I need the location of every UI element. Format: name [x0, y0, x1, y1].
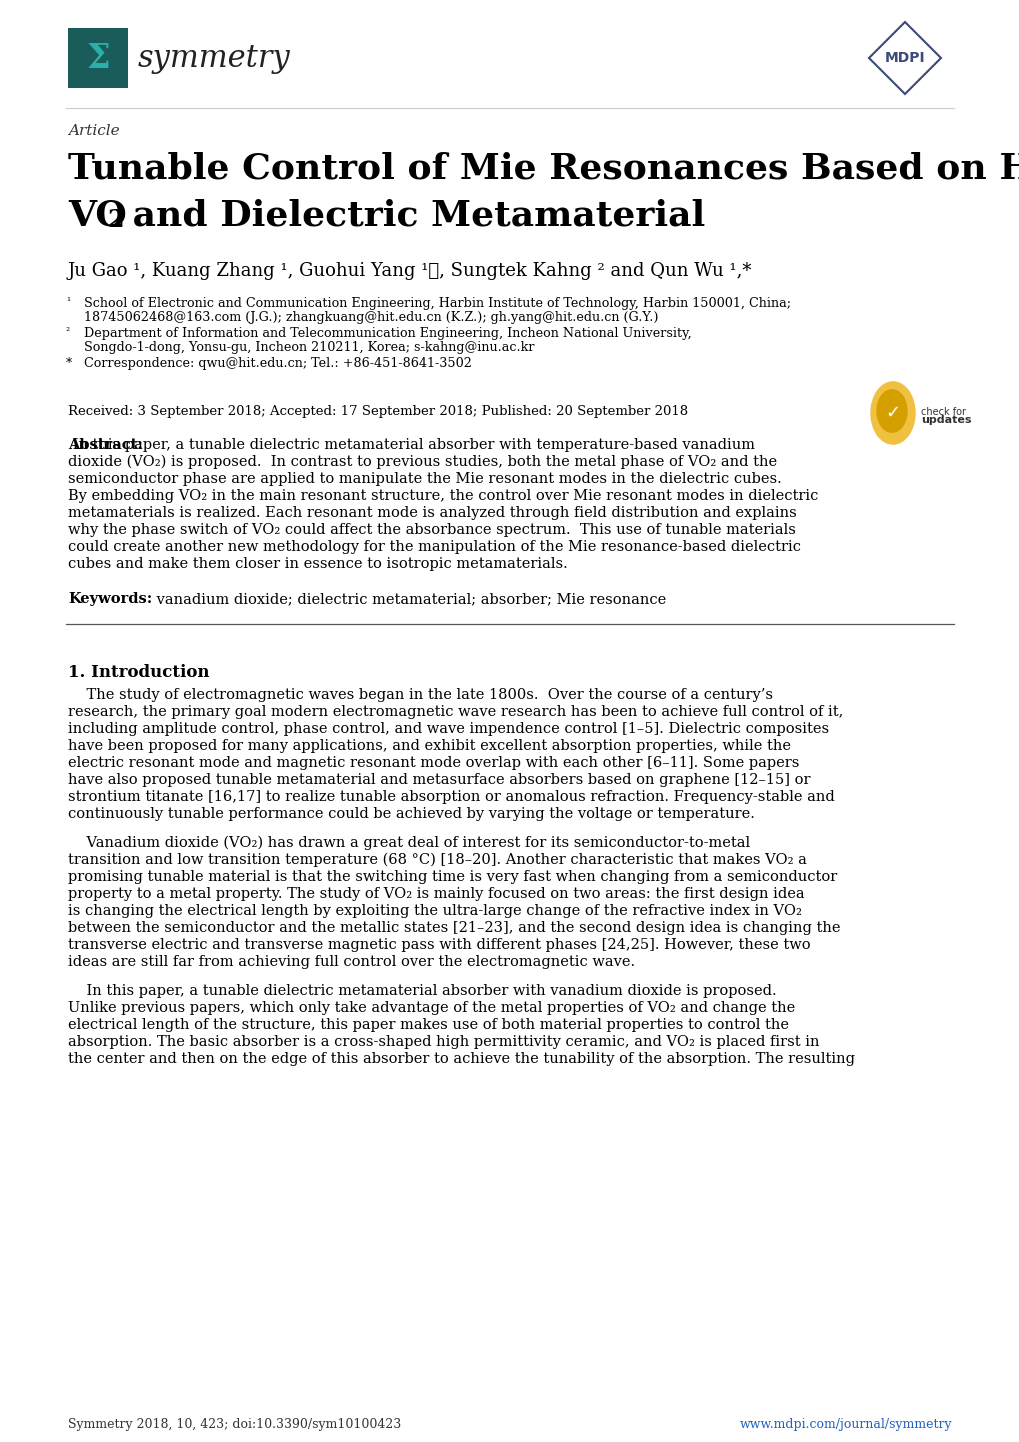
Text: electric resonant mode and magnetic resonant mode overlap with each other [6–11]: electric resonant mode and magnetic reso… — [68, 756, 799, 770]
Text: In this paper, a tunable dielectric metamaterial absorber with vanadium dioxide : In this paper, a tunable dielectric meta… — [68, 983, 775, 998]
Text: MDPI: MDPI — [883, 50, 924, 65]
Text: ✓: ✓ — [884, 404, 900, 423]
Text: property to a metal property. The study of VO₂ is mainly focused on two areas: t: property to a metal property. The study … — [68, 887, 804, 901]
Text: vanadium dioxide; dielectric metamaterial; absorber; Mie resonance: vanadium dioxide; dielectric metamateria… — [152, 593, 665, 606]
Text: By embedding VO₂ in the main resonant structure, the control over Mie resonant m: By embedding VO₂ in the main resonant st… — [68, 489, 817, 503]
Text: ideas are still far from achieving full control over the electromagnetic wave.: ideas are still far from achieving full … — [68, 955, 635, 969]
Circle shape — [870, 382, 914, 444]
Text: electrical length of the structure, this paper makes use of both material proper: electrical length of the structure, this… — [68, 1018, 789, 1032]
Text: promising tunable material is that the switching time is very fast when changing: promising tunable material is that the s… — [68, 870, 837, 884]
Text: www.mdpi.com/journal/symmetry: www.mdpi.com/journal/symmetry — [739, 1417, 951, 1430]
Text: 2: 2 — [107, 208, 123, 232]
Text: VO: VO — [68, 198, 126, 232]
Circle shape — [876, 389, 906, 433]
FancyBboxPatch shape — [68, 27, 127, 88]
Text: could create another new methodology for the manipulation of the Mie resonance-b: could create another new methodology for… — [68, 539, 800, 554]
Text: 18745062468@163.com (J.G.); zhangkuang@hit.edu.cn (K.Z.); gh.yang@hit.edu.cn (G.: 18745062468@163.com (J.G.); zhangkuang@h… — [84, 311, 658, 324]
Text: Songdo-1-dong, Yonsu-gu, Incheon 210211, Korea; s-kahng@inu.ac.kr: Songdo-1-dong, Yonsu-gu, Incheon 210211,… — [84, 340, 534, 353]
Text: Symmetry 2018, 10, 423; doi:10.3390/sym10100423: Symmetry 2018, 10, 423; doi:10.3390/sym1… — [68, 1417, 400, 1430]
Text: Σ: Σ — [86, 42, 110, 75]
Text: updates: updates — [920, 415, 970, 425]
Text: In this paper, a tunable dielectric metamaterial absorber with temperature-based: In this paper, a tunable dielectric meta… — [68, 438, 754, 451]
Text: why the phase switch of VO₂ could affect the absorbance spectrum.  This use of t: why the phase switch of VO₂ could affect… — [68, 523, 795, 536]
Text: The study of electromagnetic waves began in the late 1800s.  Over the course of : The study of electromagnetic waves began… — [68, 688, 772, 702]
Text: check for: check for — [920, 407, 965, 417]
Text: Department of Information and Telecommunication Engineering, Incheon National Un: Department of Information and Telecommun… — [84, 327, 691, 340]
Text: is changing the electrical length by exploiting the ultra-large change of the re: is changing the electrical length by exp… — [68, 904, 801, 919]
Text: Unlike previous papers, which only take advantage of the metal properties of VO₂: Unlike previous papers, which only take … — [68, 1001, 795, 1015]
Text: transverse electric and transverse magnetic pass with different phases [24,25]. : transverse electric and transverse magne… — [68, 937, 810, 952]
Text: Keywords:: Keywords: — [68, 593, 152, 606]
Text: ¹: ¹ — [66, 297, 70, 306]
Text: research, the primary goal modern electromagnetic wave research has been to achi: research, the primary goal modern electr… — [68, 705, 843, 720]
Text: symmetry: symmetry — [138, 42, 290, 74]
Text: and Dielectric Metamaterial: and Dielectric Metamaterial — [120, 198, 704, 232]
Text: *: * — [66, 358, 72, 371]
Text: including amplitude control, phase control, and wave impendence control [1–5]. D: including amplitude control, phase contr… — [68, 722, 828, 735]
Text: semiconductor phase are applied to manipulate the Mie resonant modes in the diel: semiconductor phase are applied to manip… — [68, 472, 781, 486]
Text: Ju Gao ¹, Kuang Zhang ¹, Guohui Yang ¹ⓘ, Sungtek Kahng ² and Qun Wu ¹,*: Ju Gao ¹, Kuang Zhang ¹, Guohui Yang ¹ⓘ,… — [68, 262, 752, 280]
Text: cubes and make them closer in essence to isotropic metamaterials.: cubes and make them closer in essence to… — [68, 557, 568, 571]
Text: School of Electronic and Communication Engineering, Harbin Institute of Technolo: School of Electronic and Communication E… — [84, 297, 790, 310]
Text: strontium titanate [16,17] to realize tunable absorption or anomalous refraction: strontium titanate [16,17] to realize tu… — [68, 790, 834, 805]
Text: Tunable Control of Mie Resonances Based on Hybrid: Tunable Control of Mie Resonances Based … — [68, 151, 1019, 186]
Text: have been proposed for many applications, and exhibit excellent absorption prope: have been proposed for many applications… — [68, 738, 790, 753]
Text: 1. Introduction: 1. Introduction — [68, 663, 209, 681]
Text: dioxide (VO₂) is proposed.  In contrast to previous studies, both the metal phas: dioxide (VO₂) is proposed. In contrast t… — [68, 456, 776, 470]
Text: the center and then on the edge of this absorber to achieve the tunability of th: the center and then on the edge of this … — [68, 1053, 854, 1066]
Text: have also proposed tunable metamaterial and metasurface absorbers based on graph: have also proposed tunable metamaterial … — [68, 773, 810, 787]
Text: metamaterials is realized. Each resonant mode is analyzed through field distribu: metamaterials is realized. Each resonant… — [68, 506, 796, 521]
Text: transition and low transition temperature (68 °C) [18–20]. Another characteristi: transition and low transition temperatur… — [68, 854, 806, 868]
Text: Article: Article — [68, 124, 119, 138]
Text: absorption. The basic absorber is a cross-shaped high permittivity ceramic, and : absorption. The basic absorber is a cros… — [68, 1035, 818, 1048]
Text: ²: ² — [66, 327, 70, 336]
Text: Abstract:: Abstract: — [68, 438, 143, 451]
Text: Received: 3 September 2018; Accepted: 17 September 2018; Published: 20 September: Received: 3 September 2018; Accepted: 17… — [68, 405, 688, 418]
Text: between the semiconductor and the metallic states [21–23], and the second design: between the semiconductor and the metall… — [68, 921, 840, 934]
Text: Vanadium dioxide (VO₂) has drawn a great deal of interest for its semiconductor-: Vanadium dioxide (VO₂) has drawn a great… — [68, 836, 749, 851]
Text: continuously tunable performance could be achieved by varying the voltage or tem: continuously tunable performance could b… — [68, 808, 754, 820]
Text: Correspondence: qwu@hit.edu.cn; Tel.: +86-451-8641-3502: Correspondence: qwu@hit.edu.cn; Tel.: +8… — [84, 358, 472, 371]
